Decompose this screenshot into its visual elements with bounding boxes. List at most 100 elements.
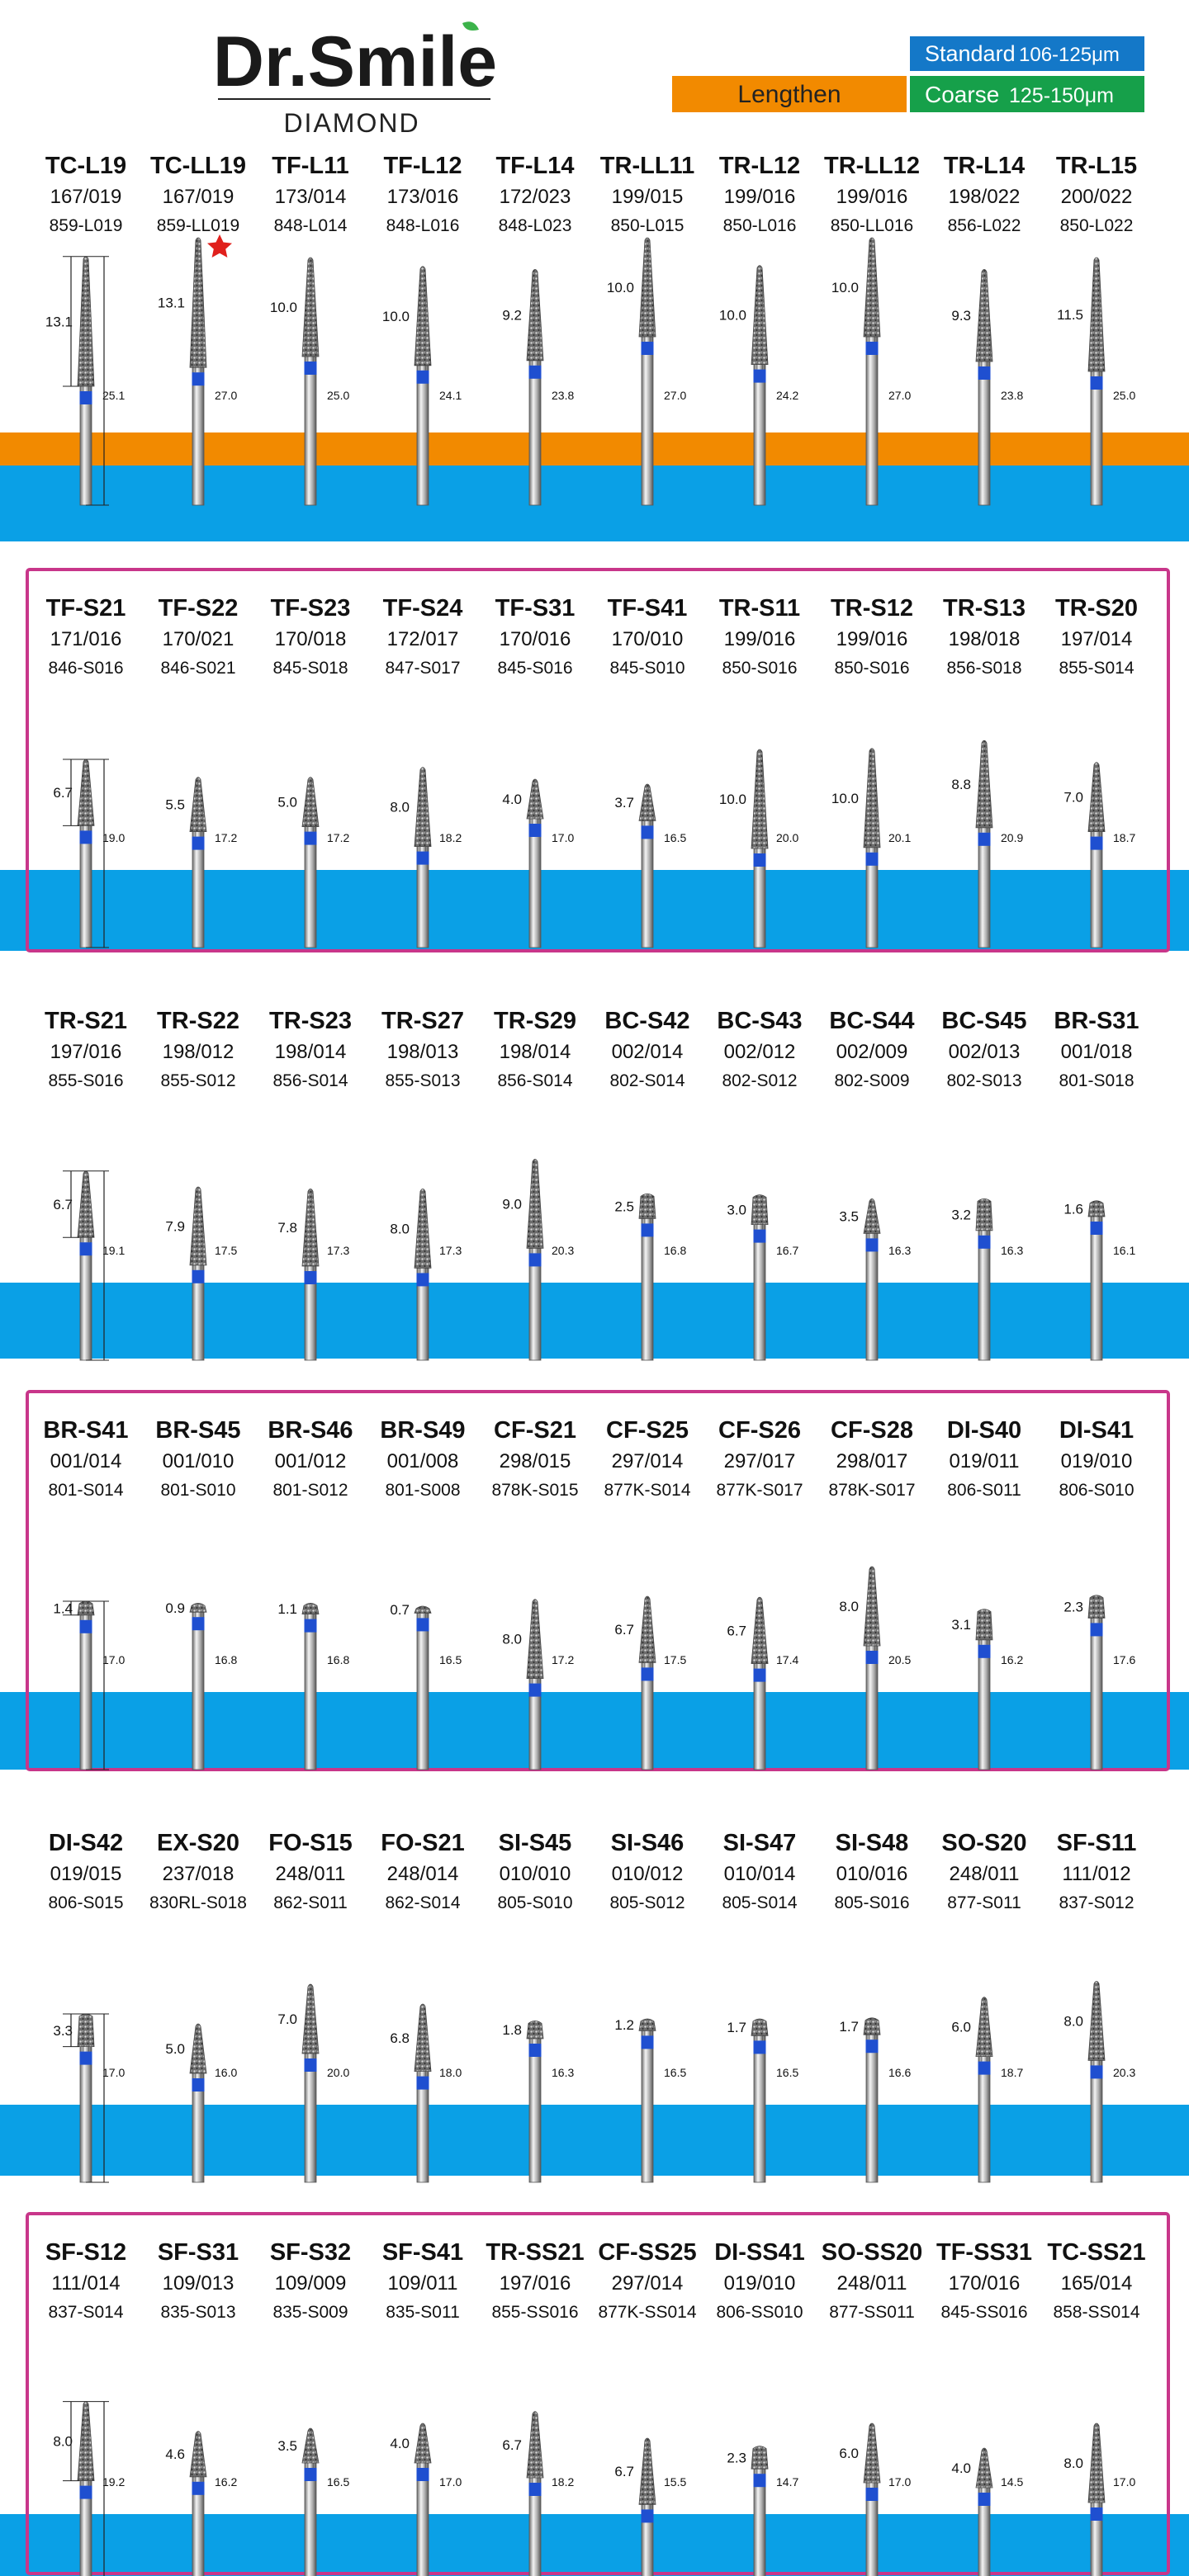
iso-number: 198/013 (387, 1041, 459, 1063)
neck (307, 355, 314, 362)
product-code: EX-S20 (157, 1830, 239, 1856)
product-code: TF-SS31 (936, 2239, 1032, 2266)
neck (419, 844, 426, 852)
total-length: 20.9 (1001, 831, 1023, 844)
total-length: 19.0 (102, 831, 125, 844)
product-code: TR-S20 (1055, 595, 1138, 622)
product-code: TR-SS21 (486, 2239, 584, 2266)
product-code: TC-LL19 (150, 153, 246, 179)
ref-number: 850-S016 (834, 659, 909, 678)
head-length: 10.0 (831, 791, 859, 806)
neck (419, 2069, 426, 2077)
neck (756, 1222, 763, 1230)
iso-number: 172/023 (500, 186, 571, 208)
collar (416, 851, 429, 865)
head-length: 4.0 (951, 2460, 971, 2476)
head-length: 7.8 (277, 1220, 297, 1236)
collar (192, 836, 205, 850)
head-length: 3.0 (727, 1203, 746, 1218)
ref-number: 850-LL016 (831, 216, 913, 235)
shank (753, 1224, 766, 1361)
diamond-head (975, 1198, 993, 1231)
collar (304, 1271, 317, 1284)
neck (307, 2461, 314, 2468)
head-length: 2.3 (727, 2450, 746, 2465)
collar (79, 391, 92, 404)
ref-number: 856-S014 (497, 1071, 572, 1090)
head-length: 4.0 (390, 2436, 410, 2451)
diamond-head (189, 2431, 207, 2478)
total-length: 16.5 (664, 831, 686, 844)
product-code: TF-S21 (46, 595, 126, 622)
bur (751, 2446, 769, 2576)
shank (865, 1233, 879, 1361)
head-length: 10.0 (719, 792, 746, 807)
diamond-head (414, 2003, 432, 2072)
neck (195, 366, 201, 373)
iso-number: 199/016 (724, 628, 796, 650)
ref-number: 848-L023 (499, 216, 572, 235)
head-length: 1.4 (53, 1600, 73, 1616)
neck (1093, 2058, 1100, 2066)
neck (756, 847, 763, 853)
product-code: DI-S42 (49, 1830, 123, 1856)
total-length: 17.2 (552, 1653, 574, 1666)
neck (83, 385, 89, 391)
diamond-head (526, 269, 544, 362)
iso-number: 001/008 (387, 1450, 459, 1472)
neck (981, 2054, 988, 2062)
collar (416, 2468, 429, 2481)
head-length: 6.7 (727, 1623, 746, 1638)
neck (644, 819, 651, 826)
total-length: 16.5 (439, 1653, 462, 1666)
product-code: TC-L19 (45, 153, 126, 179)
bur (526, 1159, 544, 1361)
head-length: 7.0 (277, 2011, 297, 2027)
neck (644, 2503, 651, 2510)
head-length: 0.7 (390, 1602, 410, 1618)
ref-number: 835-S011 (386, 2303, 460, 2322)
shank (865, 2034, 879, 2183)
ref-number: 802-S009 (834, 1071, 909, 1090)
bur (1087, 1595, 1106, 1770)
head-length: 10.0 (607, 280, 634, 295)
diamond-head (77, 2401, 95, 2481)
total-length: 20.0 (327, 2066, 349, 2079)
product-code: TR-LL11 (600, 153, 694, 179)
diamond-head (1087, 257, 1106, 372)
shank (865, 336, 879, 506)
ref-number: 835-S009 (272, 2303, 348, 2322)
total-length: 18.0 (439, 2066, 462, 2079)
head-length: 6.0 (839, 2446, 859, 2461)
collar (1090, 2065, 1103, 2079)
bur (526, 1599, 544, 1770)
neck (756, 362, 763, 370)
product-code: BC-S44 (829, 1008, 914, 1034)
total-length: 16.7 (776, 1244, 798, 1257)
diamond-head (77, 256, 95, 387)
bur (301, 777, 320, 948)
collar (192, 1269, 205, 1283)
total-length: 20.1 (888, 831, 911, 844)
neck (644, 1661, 651, 1668)
ref-number: 801-S014 (48, 1481, 123, 1500)
total-length: 17.0 (102, 1653, 125, 1666)
total-length: 20.3 (552, 1244, 574, 1257)
legend-range: 106-125μm (1019, 44, 1120, 66)
head-length: 11.5 (1057, 307, 1083, 323)
collar (641, 2509, 654, 2523)
brand: Dr.Smile (213, 22, 497, 102)
neck (981, 360, 988, 366)
shank (978, 1639, 991, 1770)
bur (863, 2017, 881, 2183)
section: TF-S21 171/016 846-S016 6.7 19.0 TF-S22 170/02… (0, 568, 1189, 952)
bur (975, 1198, 993, 1361)
bur (975, 740, 993, 948)
iso-number: 197/016 (50, 1041, 122, 1063)
total-length: 27.0 (664, 389, 686, 402)
neck (195, 830, 201, 837)
bur (526, 269, 544, 506)
bur (975, 1609, 993, 1770)
diamond-head (638, 2437, 656, 2505)
collar (978, 2493, 991, 2506)
